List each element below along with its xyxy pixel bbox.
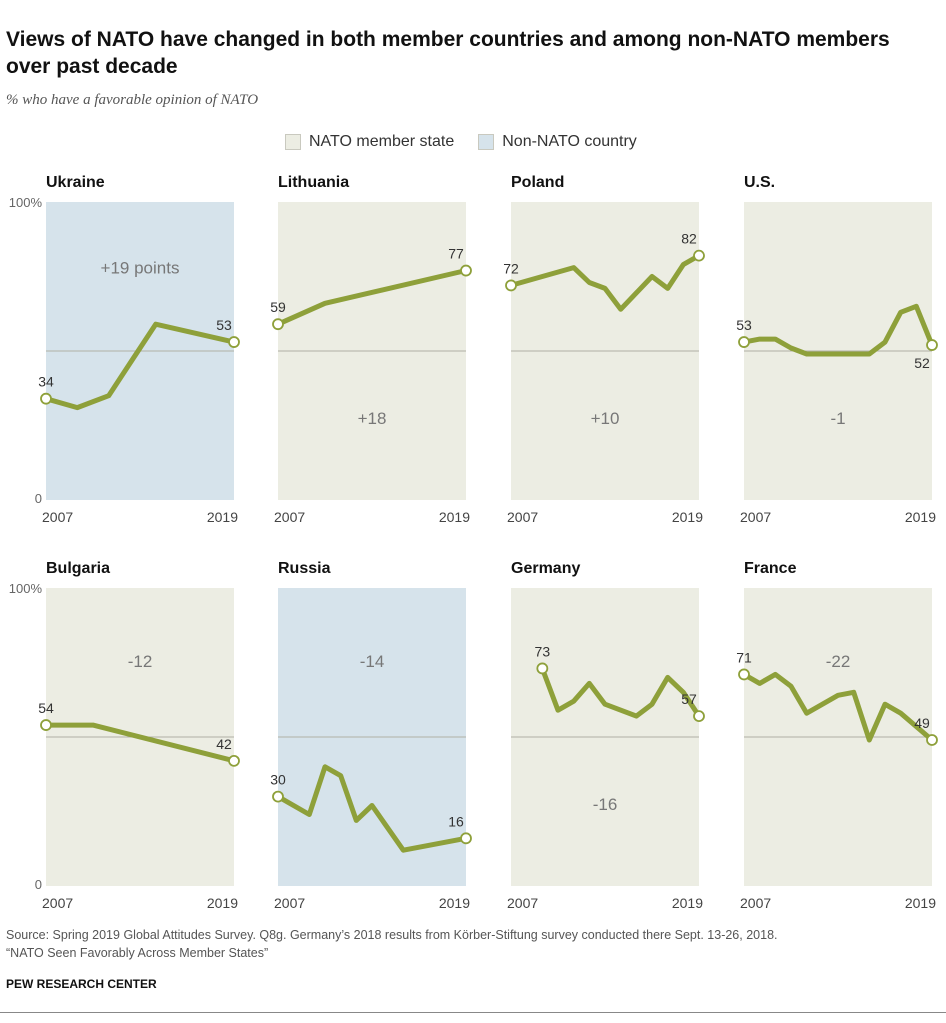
data-label-start: 54 [38, 700, 54, 716]
data-label-start: 34 [38, 374, 54, 390]
series-line [741, 671, 935, 743]
data-label-start: 30 [270, 772, 286, 788]
data-label-start: 73 [535, 643, 551, 659]
x-axis-label-end: 2019 [905, 509, 936, 525]
data-label-start: 72 [503, 260, 519, 276]
source-note: Source: Spring 2019 Global Attitudes Sur… [6, 928, 778, 942]
data-point-start [40, 719, 52, 731]
bottom-divider [0, 1012, 946, 1013]
change-label: -14 [360, 652, 385, 671]
x-axis-label-end: 2019 [439, 895, 470, 911]
x-axis-label-end: 2019 [207, 895, 238, 911]
panel-france: France 2007 2019 -22 71 49 [736, 560, 938, 911]
legend-swatch-member [285, 134, 301, 150]
series-line [43, 722, 237, 764]
data-label-end: 53 [216, 317, 232, 333]
series-line [275, 764, 469, 853]
y-axis-label-top: 100% [9, 581, 43, 596]
data-point-end [228, 754, 240, 767]
chart-title: Views of NATO have changed in both membe… [6, 28, 890, 78]
data-label-end: 42 [216, 736, 232, 752]
legend-label-member: NATO member state [309, 133, 455, 150]
data-point-start [272, 790, 284, 803]
change-label: -16 [593, 795, 618, 814]
x-axis-label-start: 2007 [740, 895, 771, 911]
data-point-start [536, 662, 549, 675]
legend-item-non-member: Non-NATO country [478, 133, 637, 151]
change-label: -12 [128, 652, 153, 671]
data-point-start [272, 318, 284, 331]
data-label-start: 53 [736, 317, 752, 333]
data-label-end: 16 [448, 813, 464, 829]
data-point-start [738, 336, 750, 348]
panel-title: Poland [511, 174, 564, 191]
panel-title: Bulgaria [46, 560, 110, 577]
panel-russia: Russia 2007 2019 -14 30 16 [270, 560, 472, 911]
series-line [508, 253, 702, 312]
series-line [741, 303, 935, 357]
data-label-end: 57 [681, 691, 697, 707]
legend-item-member: NATO member state [285, 133, 454, 151]
x-axis-label-start: 2007 [507, 895, 538, 911]
legend-swatch-non-member [478, 134, 495, 150]
data-point-end [693, 710, 705, 723]
panel-u-s: U.S. 2007 2019 -1 53 52 [736, 174, 938, 525]
report-title: “NATO Seen Favorably Across Member State… [6, 946, 269, 960]
data-label-end: 49 [914, 715, 930, 731]
data-point-end [460, 832, 472, 845]
change-label: -1 [830, 409, 845, 428]
data-point-end [926, 339, 938, 351]
panel-title: Lithuania [278, 174, 349, 191]
series-line [539, 666, 702, 719]
panel-lithuania: Lithuania 2007 2019 +18 59 77 [270, 174, 472, 525]
x-axis-label-end: 2019 [207, 509, 238, 525]
data-point-end [926, 734, 938, 746]
data-point-start [738, 668, 750, 681]
data-label-start: 71 [736, 649, 752, 665]
data-label-end: 82 [681, 231, 697, 247]
legend: NATO member state Non-NATO country [285, 131, 661, 153]
data-label-end: 77 [448, 246, 464, 262]
panel-title: France [744, 560, 797, 577]
chart-subtitle: % who have a favorable opinion of NATO [6, 92, 259, 108]
change-label: +18 [358, 409, 387, 428]
x-axis-label-start: 2007 [274, 509, 305, 525]
data-point-start [40, 392, 52, 405]
x-axis-label-start: 2007 [507, 509, 538, 525]
panel-poland: Poland 2007 2019 +10 72 82 [503, 174, 705, 525]
x-axis-label-end: 2019 [672, 895, 703, 911]
x-axis-label-end: 2019 [439, 509, 470, 525]
x-axis-label-start: 2007 [274, 895, 305, 911]
data-point-end [460, 264, 472, 277]
data-point-start [505, 279, 517, 292]
y-axis-label-top: 100% [9, 195, 43, 210]
change-label: -22 [826, 652, 851, 671]
data-label-start: 59 [270, 299, 286, 315]
data-label-end: 52 [914, 355, 930, 371]
y-axis-label-bottom: 0 [35, 491, 42, 506]
y-axis-label-bottom: 0 [35, 877, 42, 892]
panel-title: U.S. [744, 174, 775, 191]
footer-notes: Source: Spring 2019 Global Attitudes Sur… [6, 926, 941, 962]
panel-title: Germany [511, 560, 580, 577]
panel-title: Russia [278, 560, 331, 577]
change-label: +10 [591, 409, 620, 428]
x-axis-label-start: 2007 [42, 509, 73, 525]
x-axis-label-end: 2019 [672, 509, 703, 525]
data-point-end [693, 249, 705, 262]
x-axis-label-start: 2007 [740, 509, 771, 525]
x-axis-label-start: 2007 [42, 895, 73, 911]
panel-germany: Germany 2007 2019 -16 73 57 [507, 560, 705, 911]
panel-title: Ukraine [46, 174, 105, 191]
legend-label-non-member: Non-NATO country [502, 133, 637, 150]
data-point-end [228, 336, 240, 348]
pew-brand: PEW RESEARCH CENTER [6, 977, 157, 991]
series-line [43, 321, 237, 411]
change-label: +19 points [101, 259, 180, 278]
x-axis-label-end: 2019 [905, 895, 936, 911]
series-line [275, 268, 469, 327]
